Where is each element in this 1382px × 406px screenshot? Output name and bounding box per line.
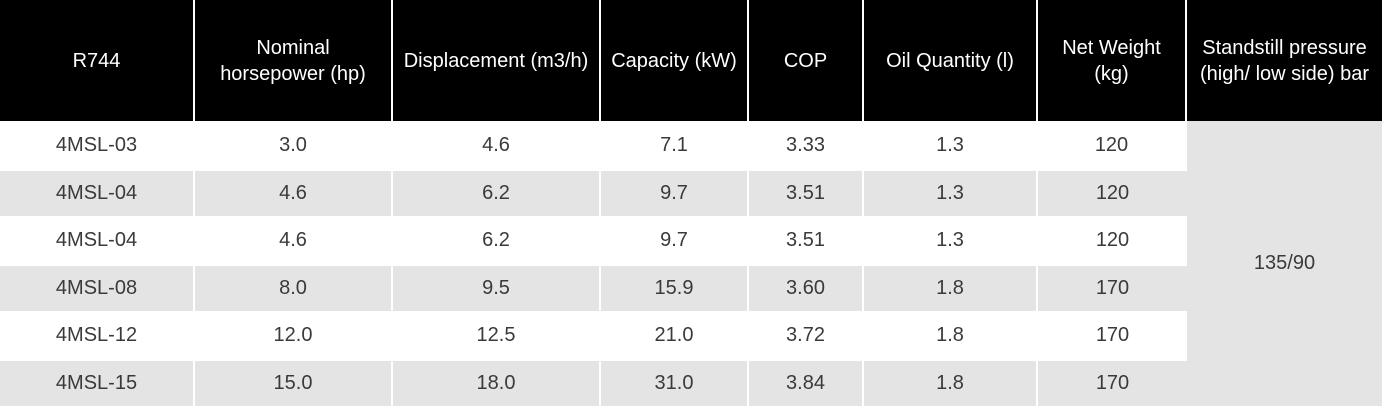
table-row: 4MSL-04 4.6 6.2 9.7 3.51 1.3 120 bbox=[0, 216, 1382, 264]
header-oil-quantity: Oil Quantity (l) bbox=[864, 0, 1038, 121]
cell-model: 4MSL-08 bbox=[0, 263, 195, 311]
header-displacement: Displacement (m3/h) bbox=[393, 0, 601, 121]
cell-capacity: 31.0 bbox=[601, 358, 749, 406]
cell-net-weight: 120 bbox=[1038, 168, 1187, 216]
cell-cop: 3.72 bbox=[749, 311, 864, 359]
table-row: 4MSL-04 4.6 6.2 9.7 3.51 1.3 120 bbox=[0, 168, 1382, 216]
table-header: R744 Nominal horsepower (hp) Displacemen… bbox=[0, 0, 1382, 121]
cell-net-weight: 170 bbox=[1038, 358, 1187, 406]
table-row: 4MSL-08 8.0 9.5 15.9 3.60 1.8 170 bbox=[0, 263, 1382, 311]
header-horsepower: Nominal horsepower (hp) bbox=[195, 0, 393, 121]
cell-net-weight: 120 bbox=[1038, 216, 1187, 264]
cell-displacement: 6.2 bbox=[393, 168, 601, 216]
cell-displacement: 9.5 bbox=[393, 263, 601, 311]
table-row: 4MSL-03 3.0 4.6 7.1 3.33 1.3 120 135/90 bbox=[0, 121, 1382, 406]
cell-displacement: 4.6 bbox=[393, 121, 601, 169]
cell-horsepower: 15.0 bbox=[195, 358, 393, 406]
cell-model: 4MSL-04 bbox=[0, 168, 195, 216]
cell-cop: 3.60 bbox=[749, 263, 864, 311]
cell-capacity: 7.1 bbox=[601, 121, 749, 169]
cell-displacement: 18.0 bbox=[393, 358, 601, 406]
cell-model: 4MSL-12 bbox=[0, 311, 195, 359]
cell-horsepower: 12.0 bbox=[195, 311, 393, 359]
header-row: R744 Nominal horsepower (hp) Displacemen… bbox=[0, 0, 1382, 121]
cell-horsepower: 8.0 bbox=[195, 263, 393, 311]
cell-cop: 3.84 bbox=[749, 358, 864, 406]
cell-model: 4MSL-03 bbox=[0, 121, 195, 169]
table-row: 4MSL-15 15.0 18.0 31.0 3.84 1.8 170 bbox=[0, 358, 1382, 406]
header-net-weight: Net Weight (kg) bbox=[1038, 0, 1187, 121]
cell-horsepower: 4.6 bbox=[195, 216, 393, 264]
cell-net-weight: 170 bbox=[1038, 311, 1187, 359]
cell-oil-quantity: 1.8 bbox=[864, 263, 1038, 311]
header-standstill-pressure: Standstill pressure (high/ low side) bar bbox=[1187, 0, 1382, 121]
cell-horsepower: 4.6 bbox=[195, 168, 393, 216]
table-body: 4MSL-03 3.0 4.6 7.1 3.33 1.3 120 135/90 … bbox=[0, 121, 1382, 406]
cell-net-weight: 120 bbox=[1038, 121, 1187, 169]
cell-standstill-pressure: 135/90 bbox=[1187, 121, 1382, 406]
header-capacity: Capacity (kW) bbox=[601, 0, 749, 121]
cell-displacement: 6.2 bbox=[393, 216, 601, 264]
header-model: R744 bbox=[0, 0, 195, 121]
cell-oil-quantity: 1.8 bbox=[864, 311, 1038, 359]
cell-capacity: 9.7 bbox=[601, 168, 749, 216]
cell-oil-quantity: 1.8 bbox=[864, 358, 1038, 406]
cell-capacity: 9.7 bbox=[601, 216, 749, 264]
cell-oil-quantity: 1.3 bbox=[864, 121, 1038, 169]
cell-capacity: 15.9 bbox=[601, 263, 749, 311]
cell-capacity: 21.0 bbox=[601, 311, 749, 359]
cell-model: 4MSL-15 bbox=[0, 358, 195, 406]
cell-oil-quantity: 1.3 bbox=[864, 168, 1038, 216]
header-cop: COP bbox=[749, 0, 864, 121]
cell-displacement: 12.5 bbox=[393, 311, 601, 359]
cell-cop: 3.33 bbox=[749, 121, 864, 169]
table-row: 4MSL-12 12.0 12.5 21.0 3.72 1.8 170 bbox=[0, 311, 1382, 359]
cell-oil-quantity: 1.3 bbox=[864, 216, 1038, 264]
cell-cop: 3.51 bbox=[749, 216, 864, 264]
cell-cop: 3.51 bbox=[749, 168, 864, 216]
cell-horsepower: 3.0 bbox=[195, 121, 393, 169]
cell-net-weight: 170 bbox=[1038, 263, 1187, 311]
cell-model: 4MSL-04 bbox=[0, 216, 195, 264]
